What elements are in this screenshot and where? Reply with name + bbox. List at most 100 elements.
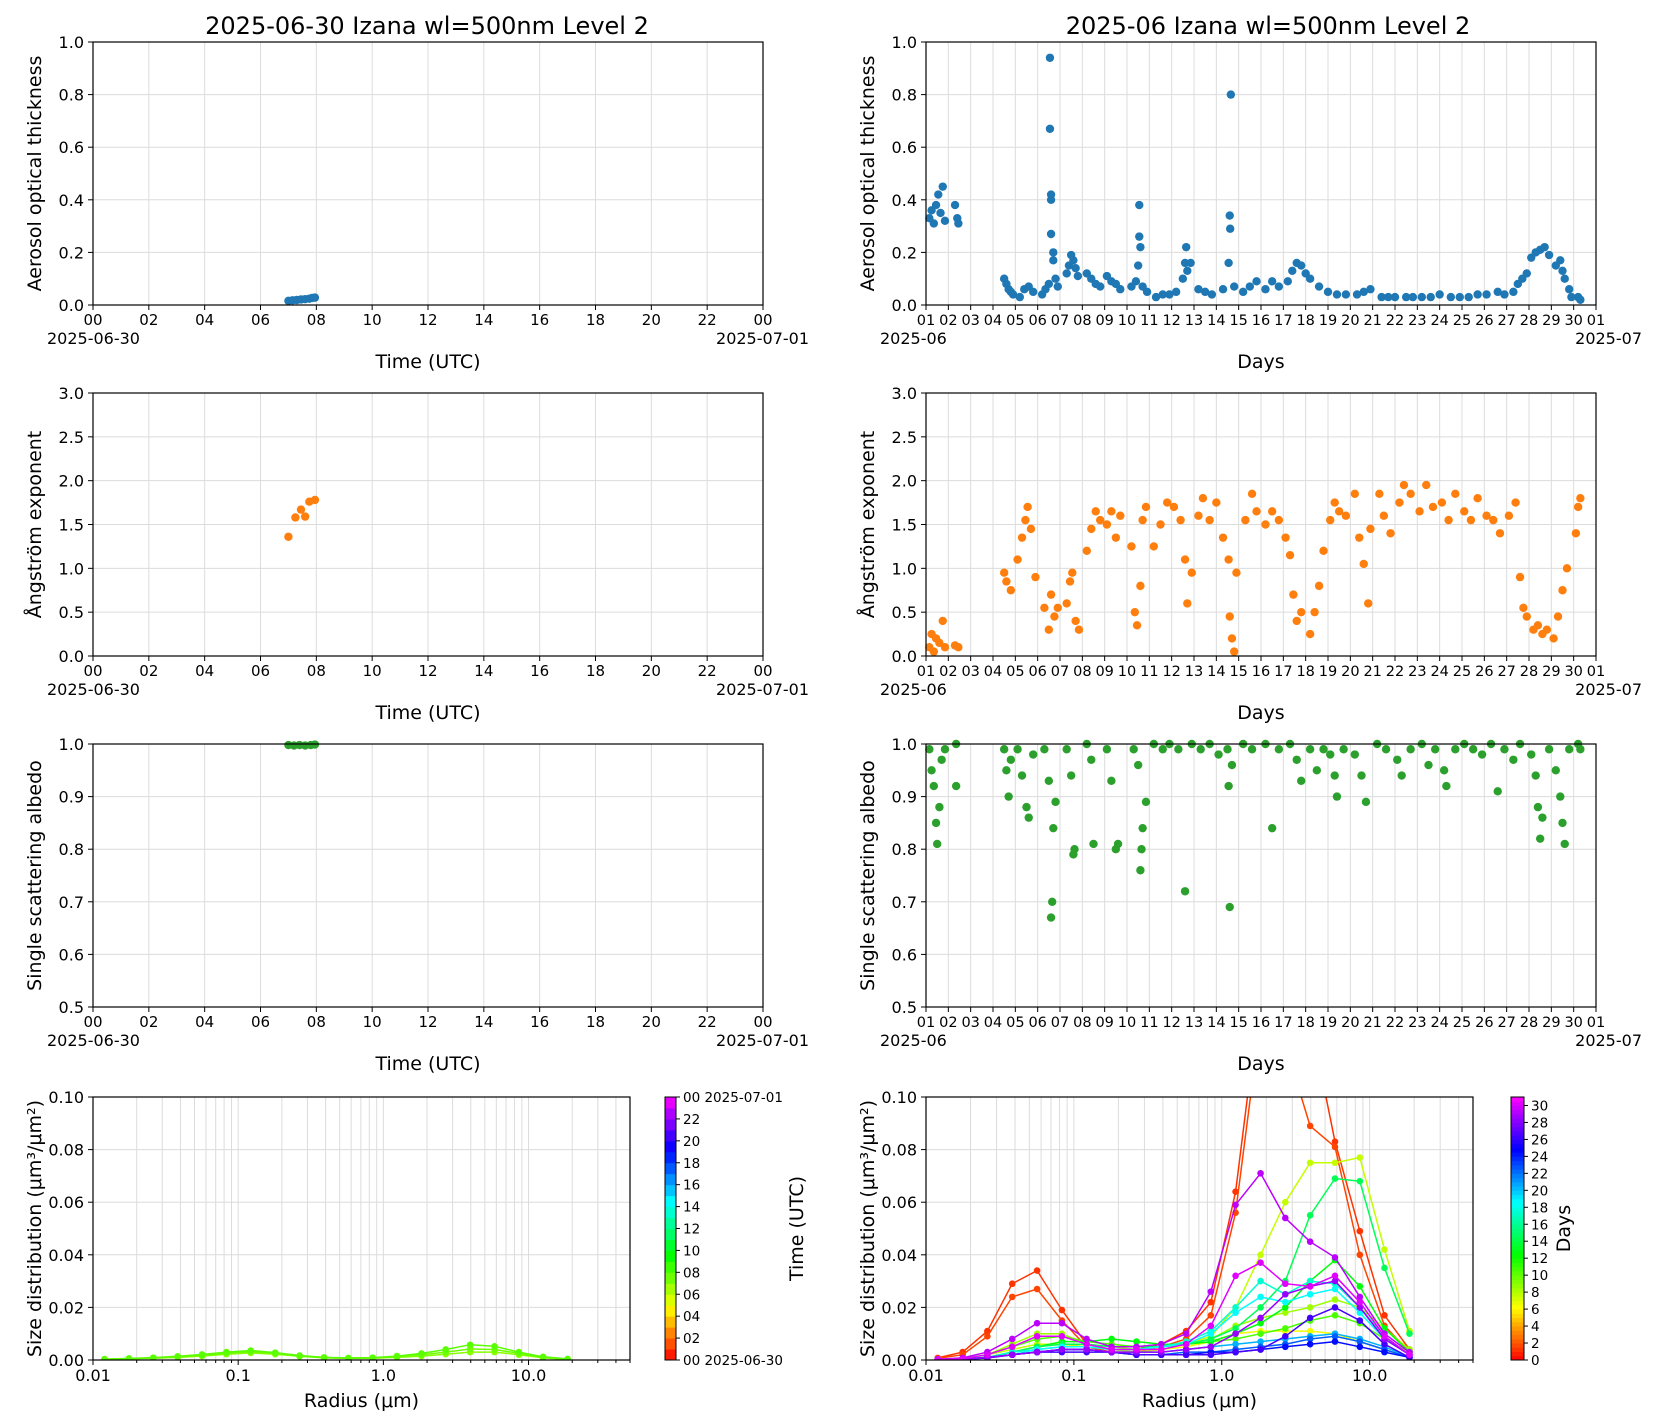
colorbar-segment — [1511, 1262, 1524, 1268]
series-point — [1306, 1314, 1314, 1322]
data-point — [954, 219, 963, 228]
x-end-label: 2025-07-01 — [716, 680, 809, 699]
x-tick-label: 29 — [1542, 664, 1560, 680]
data-point — [1132, 621, 1142, 630]
y-tick-label: 0.8 — [892, 86, 917, 105]
data-point — [1393, 755, 1402, 764]
data-point — [1051, 797, 1060, 807]
colorbar-segment — [665, 1349, 676, 1361]
x-tick-label: 20 — [1341, 1015, 1359, 1031]
data-point — [1049, 823, 1058, 833]
series-point — [1356, 1317, 1364, 1324]
data-point — [1136, 581, 1145, 591]
x-start-label: 2025-06 — [880, 329, 947, 348]
data-point — [1026, 524, 1036, 534]
data-point — [1509, 287, 1518, 297]
series-point — [1282, 1309, 1289, 1316]
colorbar-segment — [1511, 1143, 1524, 1149]
data-point — [1359, 559, 1368, 569]
colorbar-tick-label: 00 2025-06-30 — [683, 1353, 783, 1369]
data-point — [291, 513, 300, 522]
x-tick-label: 03 — [961, 313, 979, 329]
x-tick-label: 0.01 — [908, 1366, 944, 1385]
data-point — [1319, 745, 1328, 754]
series-point — [1257, 1293, 1264, 1301]
data-point — [1406, 745, 1415, 754]
data-point — [929, 647, 939, 656]
x-tick-label: 18 — [1296, 313, 1314, 329]
x-tick-label: 09 — [1095, 664, 1113, 680]
colorbar-segment — [665, 1107, 676, 1120]
colorbar-segment — [1511, 1113, 1524, 1119]
data-point — [1292, 616, 1301, 626]
data-point — [1135, 200, 1144, 210]
x-tick-label: 16 — [1252, 664, 1270, 680]
data-point — [1464, 292, 1473, 302]
data-point — [1556, 256, 1565, 265]
series-point — [1033, 1333, 1041, 1340]
data-point — [1417, 292, 1427, 302]
data-point — [1519, 603, 1528, 612]
x-tick-label: 06 — [1028, 313, 1046, 329]
series-point — [1381, 1264, 1388, 1272]
series-point — [1282, 1325, 1289, 1332]
data-point — [1361, 797, 1371, 807]
data-point — [929, 219, 939, 228]
series-point — [369, 1354, 376, 1360]
data-point — [1285, 550, 1295, 560]
series-point — [1207, 1343, 1215, 1351]
series-point — [1157, 1340, 1165, 1348]
data-point — [1460, 507, 1469, 516]
data-point — [1102, 520, 1112, 529]
x-tick-label: 14 — [474, 662, 493, 680]
data-point — [1176, 515, 1185, 525]
series-point — [1257, 1330, 1264, 1337]
x-tick-label: 01 — [1587, 1015, 1605, 1031]
series-point — [1381, 1333, 1388, 1340]
data-point — [1196, 745, 1205, 754]
colorbar-segment — [1511, 1334, 1524, 1340]
series-point — [1157, 1346, 1165, 1353]
series-point — [1108, 1335, 1115, 1343]
data-point — [1274, 515, 1284, 525]
y-axis-label: Single scattering albedo — [857, 760, 879, 991]
y-tick-label: 0.6 — [59, 138, 84, 157]
data-point — [1194, 511, 1203, 520]
x-tick-label: 28 — [1520, 313, 1538, 329]
series-point — [1306, 1283, 1314, 1290]
colorbar-segment — [1511, 1266, 1524, 1272]
x-tick-label: 24 — [1430, 313, 1448, 329]
colorbar-segment — [1511, 1296, 1524, 1302]
x-axis-label: Time (UTC) — [374, 351, 480, 373]
series-point — [1083, 1346, 1090, 1353]
data-point — [1576, 745, 1585, 754]
data-point — [1071, 616, 1080, 626]
data-point — [1013, 555, 1022, 564]
colorbar-tick-label: 16 — [1531, 1217, 1548, 1233]
data-point — [1015, 292, 1024, 302]
x-tick-label: 09 — [1095, 1015, 1113, 1031]
y-tick-label: 0.8 — [892, 840, 917, 859]
data-point — [1495, 529, 1505, 538]
y-tick-label: 0.6 — [892, 138, 917, 157]
series-point — [442, 1346, 450, 1353]
series-line — [104, 1343, 568, 1360]
data-point — [1006, 755, 1016, 764]
series-point — [1306, 1277, 1314, 1285]
y-tick-label: 0.08 — [48, 1141, 84, 1160]
series-point — [1133, 1346, 1140, 1353]
x-tick-label: 16 — [530, 1013, 549, 1031]
x-tick-label: 22 — [1386, 1015, 1404, 1031]
y-tick-label: 0.6 — [59, 945, 84, 964]
colorbar-segment — [1511, 1326, 1524, 1331]
y-tick-label: 1.0 — [892, 559, 917, 578]
data-point — [1415, 507, 1424, 516]
x-tick-label: 29 — [1542, 313, 1560, 329]
data-point — [1352, 290, 1362, 299]
axes-frame — [925, 743, 1597, 1008]
data-point — [1178, 274, 1188, 283]
data-point — [1232, 568, 1241, 577]
x-tick-label: 25 — [1453, 664, 1471, 680]
data-point — [1171, 287, 1181, 297]
colorbar-segment — [1511, 1198, 1524, 1204]
